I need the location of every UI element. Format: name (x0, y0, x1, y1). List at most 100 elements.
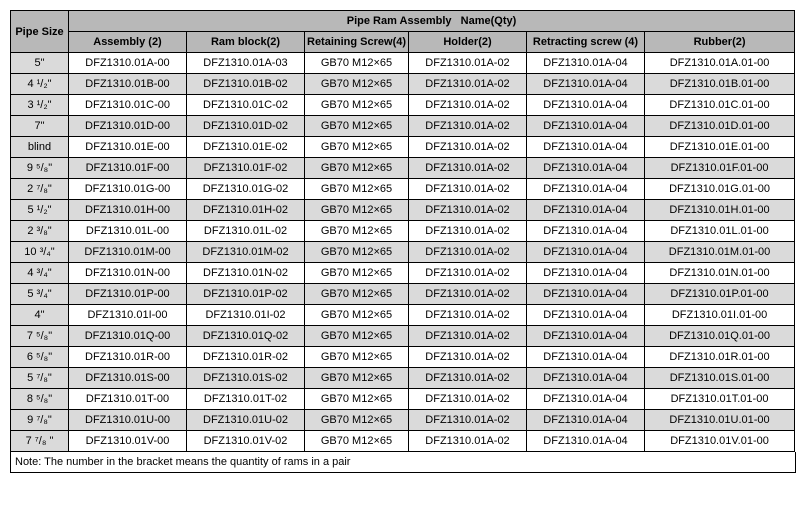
cell-value: DFZ1310.01Q-00 (69, 326, 187, 347)
cell-value: DFZ1310.01I.01-00 (645, 305, 795, 326)
cell-pipe-size: 10 ³/₄" (11, 242, 69, 263)
header-pipe-size: Pipe Size (11, 11, 69, 53)
cell-value: DFZ1310.01T-00 (69, 389, 187, 410)
cell-value: DFZ1310.01B-00 (69, 74, 187, 95)
table-row: 4 ³/₄"DFZ1310.01N-00DFZ1310.01N-02GB70 M… (11, 263, 795, 284)
table-row: 4"DFZ1310.01I-00DFZ1310.01I-02GB70 M12×6… (11, 305, 795, 326)
cell-pipe-size: 6 ⁵/₈" (11, 347, 69, 368)
pipe-ram-table: Pipe Size Pipe Ram Assembly Name(Qty) As… (10, 10, 795, 452)
table-note: Note: The number in the bracket means th… (10, 452, 796, 473)
cell-value: DFZ1310.01R.01-00 (645, 347, 795, 368)
cell-value: DFZ1310.01D-00 (69, 116, 187, 137)
cell-value: DFZ1310.01A-04 (527, 74, 645, 95)
cell-value: DFZ1310.01A-02 (409, 326, 527, 347)
cell-pipe-size: 7 ⁷/₈ " (11, 431, 69, 452)
cell-value: DFZ1310.01U.01-00 (645, 410, 795, 431)
cell-value: DFZ1310.01C-00 (69, 95, 187, 116)
cell-value: DFZ1310.01A-04 (527, 179, 645, 200)
cell-value: DFZ1310.01E.01-00 (645, 137, 795, 158)
cell-value: DFZ1310.01A-02 (409, 389, 527, 410)
cell-pipe-size: 5 ³/₄" (11, 284, 69, 305)
cell-value: DFZ1310.01A-02 (409, 410, 527, 431)
header-columns-row: Assembly (2) Ram block(2) Retaining Scre… (11, 32, 795, 53)
cell-value: DFZ1310.01A-02 (409, 347, 527, 368)
cell-value: DFZ1310.01A-04 (527, 200, 645, 221)
cell-value: DFZ1310.01D.01-00 (645, 116, 795, 137)
cell-value: DFZ1310.01M-02 (187, 242, 305, 263)
cell-pipe-size: 9 ⁷/₈" (11, 410, 69, 431)
cell-value: GB70 M12×65 (305, 116, 409, 137)
cell-value: GB70 M12×65 (305, 221, 409, 242)
cell-value: DFZ1310.01L-02 (187, 221, 305, 242)
cell-value: DFZ1310.01E-02 (187, 137, 305, 158)
cell-value: DFZ1310.01G-00 (69, 179, 187, 200)
table-header: Pipe Size Pipe Ram Assembly Name(Qty) As… (11, 11, 795, 53)
table-row: 3 ¹/₂"DFZ1310.01C-00DFZ1310.01C-02GB70 M… (11, 95, 795, 116)
table-body: 5"DFZ1310.01A-00DFZ1310.01A-03GB70 M12×6… (11, 53, 795, 452)
cell-value: DFZ1310.01P-02 (187, 284, 305, 305)
cell-value: DFZ1310.01V.01-00 (645, 431, 795, 452)
table-row: 5 ⁷/₈"DFZ1310.01S-00DFZ1310.01S-02GB70 M… (11, 368, 795, 389)
table-row: 5 ³/₄"DFZ1310.01P-00DFZ1310.01P-02GB70 M… (11, 284, 795, 305)
cell-value: GB70 M12×65 (305, 284, 409, 305)
cell-value: DFZ1310.01A-02 (409, 368, 527, 389)
cell-value: DFZ1310.01L-00 (69, 221, 187, 242)
cell-value: DFZ1310.01C-02 (187, 95, 305, 116)
cell-value: DFZ1310.01I-02 (187, 305, 305, 326)
cell-value: DFZ1310.01F-02 (187, 158, 305, 179)
cell-pipe-size: 7 ⁵/₈" (11, 326, 69, 347)
cell-pipe-size: 8 ⁵/₈" (11, 389, 69, 410)
table-row: 7 ⁵/₈"DFZ1310.01Q-00DFZ1310.01Q-02GB70 M… (11, 326, 795, 347)
cell-value: DFZ1310.01H-00 (69, 200, 187, 221)
cell-value: DFZ1310.01T.01-00 (645, 389, 795, 410)
cell-pipe-size: 4" (11, 305, 69, 326)
cell-value: DFZ1310.01D-02 (187, 116, 305, 137)
cell-value: DFZ1310.01C.01-00 (645, 95, 795, 116)
cell-value: DFZ1310.01U-00 (69, 410, 187, 431)
cell-value: DFZ1310.01A-02 (409, 284, 527, 305)
cell-value: DFZ1310.01A-03 (187, 53, 305, 74)
table-row: 7 ⁷/₈ "DFZ1310.01V-00DFZ1310.01V-02GB70 … (11, 431, 795, 452)
cell-value: DFZ1310.01A-04 (527, 137, 645, 158)
cell-value: DFZ1310.01G-02 (187, 179, 305, 200)
cell-value: DFZ1310.01F.01-00 (645, 158, 795, 179)
cell-value: GB70 M12×65 (305, 389, 409, 410)
cell-value: DFZ1310.01A-02 (409, 263, 527, 284)
col-retracting-screw: Retracting screw (4) (527, 32, 645, 53)
cell-value: DFZ1310.01P-00 (69, 284, 187, 305)
cell-value: DFZ1310.01U-02 (187, 410, 305, 431)
cell-value: GB70 M12×65 (305, 305, 409, 326)
cell-value: DFZ1310.01R-00 (69, 347, 187, 368)
cell-value: DFZ1310.01H.01-00 (645, 200, 795, 221)
cell-value: DFZ1310.01A-04 (527, 53, 645, 74)
cell-pipe-size: 5" (11, 53, 69, 74)
cell-value: DFZ1310.01A-02 (409, 116, 527, 137)
cell-value: GB70 M12×65 (305, 326, 409, 347)
cell-value: DFZ1310.01A-04 (527, 263, 645, 284)
col-ram-block: Ram block(2) (187, 32, 305, 53)
cell-value: GB70 M12×65 (305, 200, 409, 221)
cell-value: DFZ1310.01A-02 (409, 95, 527, 116)
col-retaining-screw: Retaining Screw(4) (305, 32, 409, 53)
cell-value: GB70 M12×65 (305, 158, 409, 179)
cell-value: DFZ1310.01P.01-00 (645, 284, 795, 305)
cell-pipe-size: blind (11, 137, 69, 158)
cell-value: DFZ1310.01A-04 (527, 431, 645, 452)
cell-value: DFZ1310.01A-02 (409, 305, 527, 326)
table-row: 7"DFZ1310.01D-00DFZ1310.01D-02GB70 M12×6… (11, 116, 795, 137)
cell-value: GB70 M12×65 (305, 137, 409, 158)
table-row: 2 ³/₈"DFZ1310.01L-00DFZ1310.01L-02GB70 M… (11, 221, 795, 242)
cell-value: DFZ1310.01E-00 (69, 137, 187, 158)
cell-value: DFZ1310.01G.01-00 (645, 179, 795, 200)
cell-pipe-size: 4 ³/₄" (11, 263, 69, 284)
cell-value: DFZ1310.01A-04 (527, 326, 645, 347)
cell-value: DFZ1310.01A-02 (409, 179, 527, 200)
cell-value: DFZ1310.01B.01-00 (645, 74, 795, 95)
cell-value: DFZ1310.01A-00 (69, 53, 187, 74)
cell-pipe-size: 5 ¹/₂" (11, 200, 69, 221)
cell-value: DFZ1310.01F-00 (69, 158, 187, 179)
cell-value: DFZ1310.01S-02 (187, 368, 305, 389)
cell-pipe-size: 3 ¹/₂" (11, 95, 69, 116)
cell-value: GB70 M12×65 (305, 242, 409, 263)
cell-value: GB70 M12×65 (305, 95, 409, 116)
